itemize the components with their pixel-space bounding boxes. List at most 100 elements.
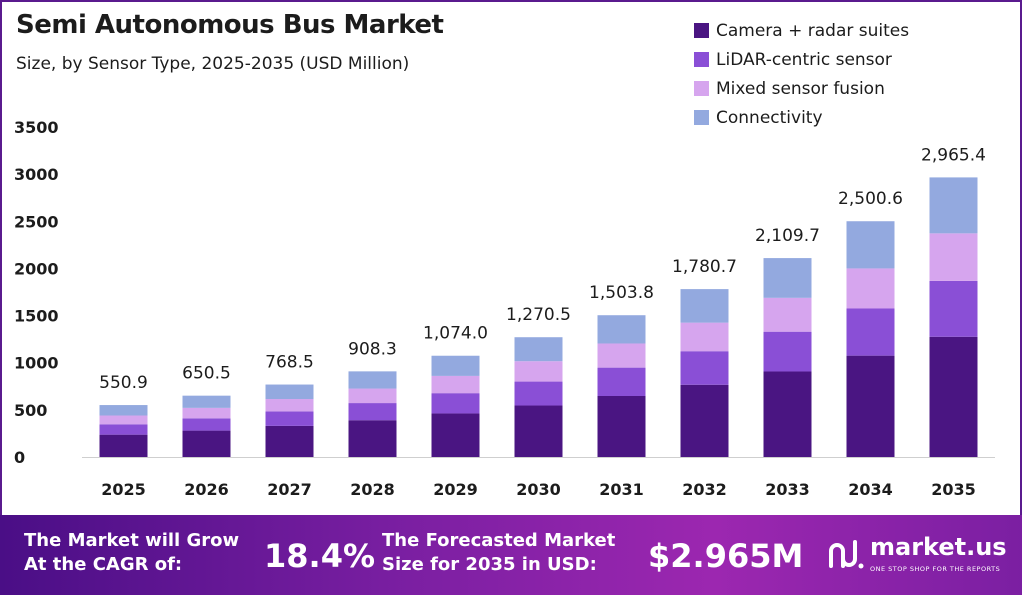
bar-segment [348, 371, 397, 389]
bar-segment [929, 280, 978, 337]
x-tick-label: 2028 [350, 480, 395, 499]
bar-segment [929, 336, 978, 457]
bar-segment [680, 351, 729, 385]
market-size-value: $2.965M [648, 537, 804, 575]
bar-segment [265, 411, 314, 426]
bar-segment [680, 289, 729, 323]
bar-segment [182, 407, 231, 419]
legend-label-mixed-fusion: Mixed sensor fusion [716, 78, 885, 99]
bar-segment [680, 322, 729, 352]
x-tick-label: 2031 [599, 480, 644, 499]
y-tick-label: 3000 [14, 165, 59, 184]
bar-total-label: 2,500.6 [838, 189, 903, 209]
bar-total-label: 1,074.0 [423, 324, 488, 344]
bar-segment [929, 177, 978, 234]
footer-banner: The Market will Grow At the CAGR of: 18.… [0, 515, 1022, 595]
bar-segment [514, 405, 563, 457]
bar-total-label: 908.3 [348, 339, 397, 359]
bar-segment [265, 384, 314, 400]
bar-segment [597, 367, 646, 396]
bar-segment [265, 399, 314, 412]
legend-swatch-mixed-fusion [694, 81, 709, 96]
bar-segment [348, 403, 397, 421]
cagr-label: The Market will Grow At the CAGR of: [24, 529, 264, 577]
bar-segment [348, 388, 397, 404]
chart-subtitle: Size, by Sensor Type, 2025-2035 (USD Mil… [16, 54, 410, 74]
y-tick-label: 1500 [14, 307, 59, 326]
legend-item-camera-radar: Camera + radar suites [694, 16, 909, 45]
bar-segment [846, 308, 895, 356]
bar-segment [680, 384, 729, 457]
bar-segment [99, 424, 148, 435]
bar-segment [431, 413, 480, 457]
x-tick-label: 2033 [765, 480, 810, 499]
bar-segment [514, 381, 563, 406]
bar-total-label: 2,965.4 [921, 145, 986, 165]
y-tick-label: 1000 [14, 354, 59, 373]
bar-total-label: 1,780.7 [672, 257, 737, 277]
bar-segment [265, 425, 314, 457]
bar-segment [99, 415, 148, 425]
market-size-label-line2: Size for 2035 in USD: [382, 554, 597, 575]
y-tick-label: 2000 [14, 259, 59, 278]
bar-segment [99, 434, 148, 457]
bar-segment [182, 418, 231, 431]
cagr-value: 18.4% [264, 537, 376, 575]
chart-legend: Camera + radar suites LiDAR-centric sens… [694, 16, 909, 132]
market-us-logo-icon [829, 540, 864, 569]
market-size-label: The Forecasted Market Size for 2035 in U… [382, 529, 642, 577]
x-tick-label: 2026 [184, 480, 229, 499]
y-tick-label: 2500 [14, 212, 59, 231]
y-tick-label: 500 [14, 401, 47, 420]
x-tick-label: 2025 [101, 480, 146, 499]
legend-item-lidar: LiDAR-centric sensor [694, 45, 909, 74]
x-tick-label: 2034 [848, 480, 893, 499]
bar-segment [431, 355, 480, 376]
x-tick-label: 2035 [931, 480, 976, 499]
bar-segment [763, 331, 812, 372]
legend-label-camera-radar: Camera + radar suites [716, 20, 910, 41]
bar-segment [763, 297, 812, 332]
cagr-label-line1: The Market will Grow [24, 530, 240, 551]
x-tick-label: 2029 [433, 480, 478, 499]
bar-segment [431, 375, 480, 394]
bar-segment [763, 258, 812, 298]
bar-total-label: 1,270.5 [506, 305, 571, 325]
legend-swatch-lidar [694, 52, 709, 67]
legend-item-mixed-fusion: Mixed sensor fusion [694, 74, 909, 103]
x-tick-label: 2027 [267, 480, 312, 499]
legend-label-lidar: LiDAR-centric sensor [716, 49, 892, 70]
x-tick-label: 2032 [682, 480, 727, 499]
bar-segment [514, 361, 563, 382]
bar-segment [846, 355, 895, 457]
bar-segment [348, 420, 397, 457]
bar-total-label: 1,503.8 [589, 283, 654, 303]
bar-segment [431, 393, 480, 414]
legend-item-connectivity: Connectivity [694, 103, 909, 132]
x-tick-label: 2030 [516, 480, 561, 499]
cagr-label-line2: At the CAGR of: [24, 554, 183, 575]
bar-segment [99, 405, 148, 416]
bar-segment [929, 233, 978, 281]
brand-tagline: ONE STOP SHOP FOR THE REPORTS [870, 565, 1001, 573]
bar-total-label: 2,109.7 [755, 226, 820, 246]
brand-name: market.us [870, 533, 1007, 561]
bar-total-label: 650.5 [182, 364, 231, 384]
y-tick-label: 3500 [14, 118, 59, 137]
legend-swatch-camera-radar [694, 23, 709, 38]
bar-segment [597, 395, 646, 457]
market-size-label-line1: The Forecasted Market [382, 530, 616, 551]
bar-total-label: 550.9 [99, 373, 148, 393]
bar-segment [514, 337, 563, 362]
bar-segment [182, 395, 231, 408]
bar-segment [182, 430, 231, 457]
chart-title: Semi Autonomous Bus Market [16, 10, 444, 40]
y-tick-label: 0 [14, 448, 25, 467]
bar-segment [763, 371, 812, 457]
legend-label-connectivity: Connectivity [716, 107, 823, 128]
bar-total-label: 768.5 [265, 353, 314, 373]
legend-swatch-connectivity [694, 110, 709, 125]
bar-segment [846, 268, 895, 309]
stacked-bar-chart: 0 500 1000 1500 2000 2500 3000 3500 550.9 2025 650… [14, 118, 995, 499]
